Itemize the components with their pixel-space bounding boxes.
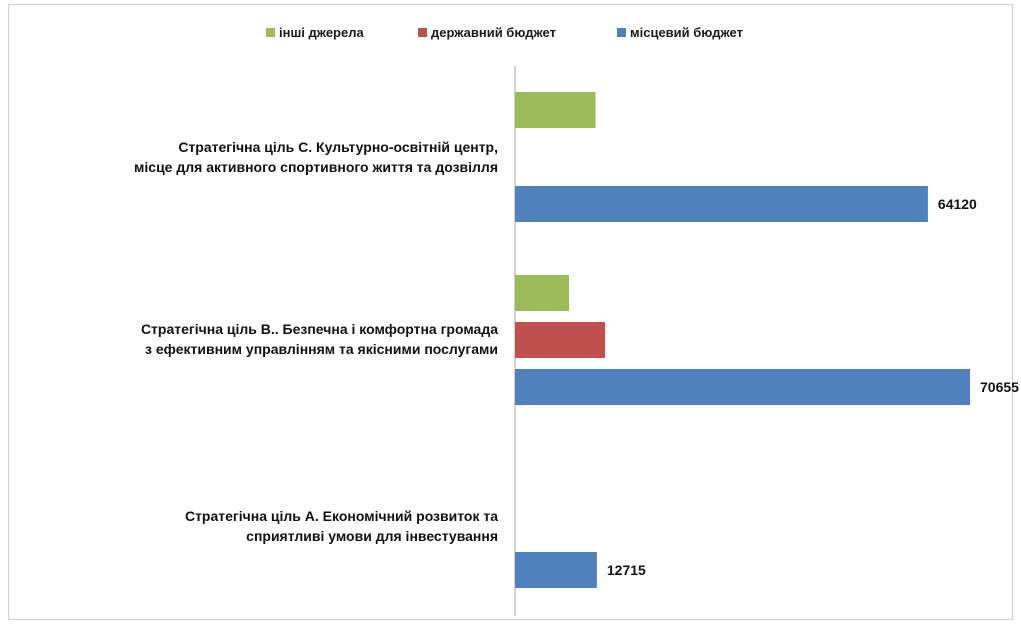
bar-2-1 [515,369,970,405]
bar-2-2 [515,552,597,588]
data-label-2-1: 70655 [980,379,1019,395]
legend-label-1: державний бюджет [431,25,556,40]
legend-label-0: інші джерела [279,25,364,40]
legend-swatch-1 [418,28,427,37]
category-label-2-line-1: сприятливі умови для інвестування [246,528,498,544]
category-labels: Стратегічна ціль С. Культурно-освітній ц… [134,139,498,544]
bar-0-1 [515,275,570,311]
data-label-2-0: 64120 [938,196,977,212]
legend-label-2: місцевий бюджет [630,25,743,40]
bar-2-0 [515,186,928,222]
category-label-2-line-0: Стратегічна ціль А. Економічний розвиток… [185,508,498,524]
legend-swatch-2 [617,28,626,37]
legend-swatch-0 [266,28,275,37]
legend: інші джерела державний бюджет місцевий бюд… [266,25,743,40]
category-label-1-line-0: Стратегічна ціль В.. Безпечна і комфортн… [141,321,498,337]
category-label-0-line-1: місце для активного спортивного життя та… [134,159,498,175]
data-labels: 64120 70655 12715 [607,196,1019,578]
chart-frame [8,4,1013,620]
bar-1-1 [515,322,606,358]
data-label-2-2: 12715 [607,562,646,578]
bar-0-0 [515,92,596,128]
category-label-0-line-0: Стратегічна ціль С. Культурно-освітній ц… [178,139,498,155]
bars [515,92,970,588]
category-label-1-line-1: з ефективним управлінням та якісними пос… [145,341,498,357]
